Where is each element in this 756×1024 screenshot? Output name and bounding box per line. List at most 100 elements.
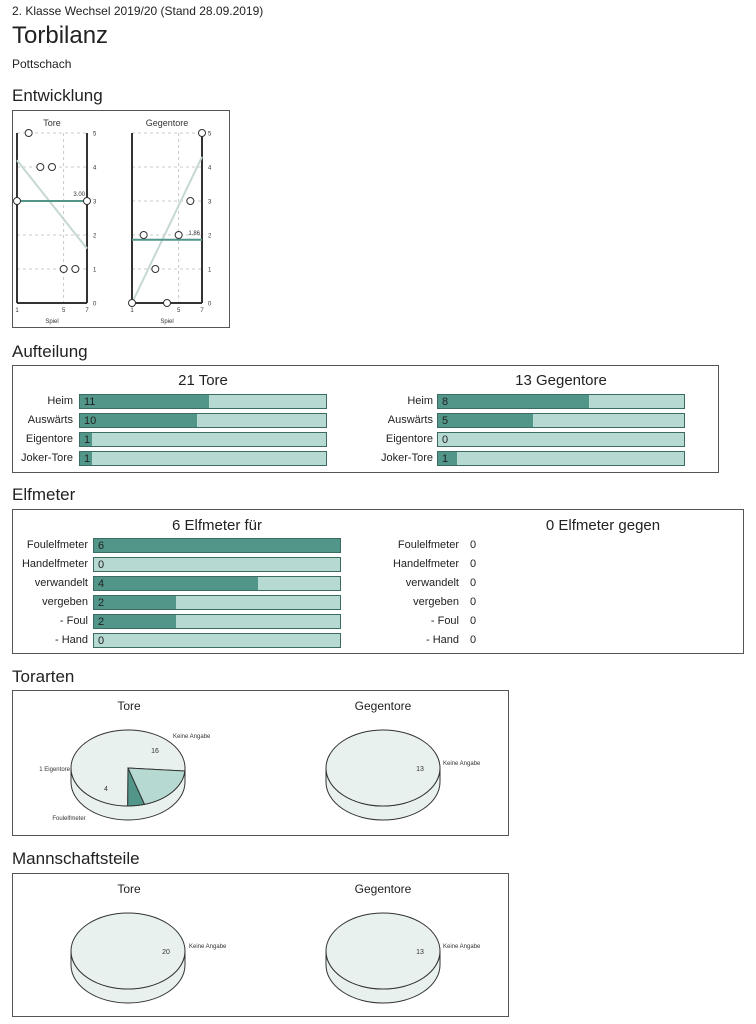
torarten-tore-title: Tore (117, 699, 141, 713)
gegentore-point (174, 231, 183, 239)
elfmeter-fuer-bar-fill (94, 615, 176, 628)
mannschaftsteile-gegentore-pie-label: 13 (416, 949, 424, 956)
torarten-pies: 16 Keine Angabe 1 Eigentore 4 Foulelfmeter 13… (39, 729, 481, 822)
tore-split-label: Auswärts (27, 414, 73, 426)
gegentore-split-bar-value: 1 (442, 453, 449, 465)
tore-split-bar-value: 1 (84, 434, 91, 446)
elfmeter-fuer-bar-value: 2 (98, 616, 105, 628)
tore-split-bar: 1 (79, 432, 327, 447)
elfmeter-gegen-label: verwandelt (405, 577, 459, 589)
torarten-tore-pie-label: Keine Angabe (173, 734, 211, 740)
gegentore-split-bar-value: 5 (442, 415, 449, 427)
torarten-panel: Tore Gegentore 16 Keine Angabe 1 Eigentore… (12, 690, 509, 836)
gegentore-point (198, 129, 206, 137)
competition-subtitle: 2. Klasse Wechsel 2019/20 (Stand 28.09.2… (12, 4, 264, 18)
gegentore-x-tick: 5 (177, 308, 181, 314)
elfmeter-gegen-label: vergeben (413, 596, 459, 608)
mannschaftsteile-tore-pie-label: Keine Angabe (189, 944, 227, 950)
mannschaftsteile-tore-title: Tore (117, 882, 141, 896)
gegentore-average-label: 1.86 (188, 231, 200, 237)
elfmeter-gegen-value: 0 (470, 596, 477, 608)
mannschaftsteile-tore-pie-label: 20 (162, 949, 170, 956)
gegentore-y-tick: 4 (208, 166, 212, 172)
elfmeter-gegen-label: Handelfmeter (392, 558, 459, 570)
gegentore-split-bar: 8 (437, 394, 685, 409)
section-heading-mannschaftsteile: Mannschaftsteile (12, 849, 140, 868)
elfmeter-panel: 6 Elfmeter für 0 Elfmeter gegen Foulelfm… (12, 509, 744, 654)
mannschaftsteile-pies: 20 Keine Angabe 13 Keine Angabe (70, 912, 481, 1004)
gegentore-y-tick: 5 (208, 132, 212, 138)
tore-point (13, 197, 21, 205)
tore-split-bar-fill (80, 433, 92, 446)
gegentore-split-label: Heim (407, 395, 433, 407)
tore-split-bar-value: 1 (84, 453, 91, 465)
elfmeter-fuer-bar-fill (94, 539, 340, 552)
elfmeter-fuer-bar: 2 (93, 595, 341, 610)
elfmeter-fuer-bar-value: 4 (98, 578, 105, 590)
tore-split-label: Eigentore (25, 433, 73, 445)
mannschaftsteile-gegentore-pie-slice (325, 912, 441, 990)
elfmeter-fuer-bar-fill (94, 596, 176, 609)
elfmeter-fuer-bar-fill (94, 577, 258, 590)
elfmeter-fuer-bar: 6 (93, 538, 341, 553)
elfmeter-fuer-bar-value: 6 (98, 540, 105, 552)
tore-point (59, 265, 68, 273)
torarten-tore-pie-label: 4 (104, 786, 108, 793)
gegentore-split-bar: 0 (437, 432, 685, 447)
tore-point (48, 163, 56, 171)
elfmeter-gegen-value: 0 (470, 634, 477, 646)
elfmeter-fuer-label: vergeben (42, 596, 88, 608)
tore-split-label: Heim (47, 395, 73, 407)
section-heading-elfmeter: Elfmeter (12, 485, 76, 504)
elfmeter-gegen-value: 0 (470, 615, 477, 627)
gegentore-split-bar-fill (438, 452, 457, 465)
section-heading-aufteilung: Aufteilung (12, 342, 88, 361)
tore-x-label: Spiel (45, 319, 58, 325)
torarten-tore-pie-label: 1 Eigentore (39, 767, 70, 773)
elfmeter-fuer-bar: 0 (93, 557, 341, 572)
tore-point (83, 197, 91, 205)
gegentore-split-label: Eigentore (385, 433, 433, 445)
gegentore-split-bar-fill (438, 395, 590, 408)
elfmeter-fuer-label: Handelfmeter (21, 558, 88, 570)
elfmeter-fuer-bar: 4 (93, 576, 341, 591)
tore-bar-title: 21 Tore (178, 372, 228, 389)
torarten-tore-pie-label: 16 (151, 748, 159, 755)
elfmeter-fuer-bar-value: 0 (98, 635, 105, 647)
gegentore-x-tick: 1 (130, 308, 134, 314)
tore-point (24, 129, 33, 137)
entwicklung-charts: Tore 0 1 2 3 4 5 1 5 7 Spiel 3.00 Gegentore 0 1 2 3 4 5 1 5 7… (13, 118, 212, 325)
gegentore-point (151, 265, 160, 273)
tore-point (36, 163, 45, 171)
tore-split-bar-fill (80, 414, 198, 427)
elfmeter-fuer-bar: 2 (93, 614, 341, 629)
torarten-gegentore-pie-label: Keine Angabe (443, 761, 481, 767)
gegentore-y-tick: 2 (208, 234, 212, 240)
tore-trend-line (16, 159, 88, 250)
gegentore-point (186, 197, 195, 205)
elfmeter-fuer-bar-value: 2 (98, 597, 105, 609)
gegentore-split-label: Auswärts (387, 414, 433, 426)
gegentore-x-label: Spiel (160, 319, 173, 325)
torarten-gegentore-pie-label: 13 (416, 766, 424, 773)
section-heading-entwicklung: Entwicklung (12, 86, 103, 105)
gegentore-x-tick: 7 (200, 308, 204, 314)
mannschaftsteile-gegentore-pie-label: Keine Angabe (443, 944, 481, 950)
mannschaftsteile-gegentore-title: Gegentore (354, 882, 412, 896)
tore-x-tick: 5 (62, 308, 66, 314)
gegentore-split-bar-fill (438, 414, 533, 427)
tore-split-bar-value: 11 (84, 396, 96, 408)
gegentore-split-bar: 5 (437, 413, 685, 428)
tore-split-bar: 10 (79, 413, 327, 428)
elfmeter-gegen-label: - Foul (430, 615, 459, 627)
elfmeter-fuer-label: - Hand (54, 634, 88, 646)
tore-split-bar: 11 (79, 394, 327, 409)
torarten-gegentore-title: Gegentore (354, 699, 412, 713)
elfmeter-gegen-value: 0 (470, 577, 477, 589)
tore-y-tick: 1 (93, 268, 97, 274)
elfmeter-fuer-title: 6 Elfmeter für (171, 517, 263, 534)
section-heading-torarten: Torarten (12, 667, 75, 686)
tore-x-tick: 1 (15, 308, 19, 314)
torarten-tore-pie-label: Foulelfmeter (52, 816, 85, 822)
gegentore-split-bar: 1 (437, 451, 685, 466)
